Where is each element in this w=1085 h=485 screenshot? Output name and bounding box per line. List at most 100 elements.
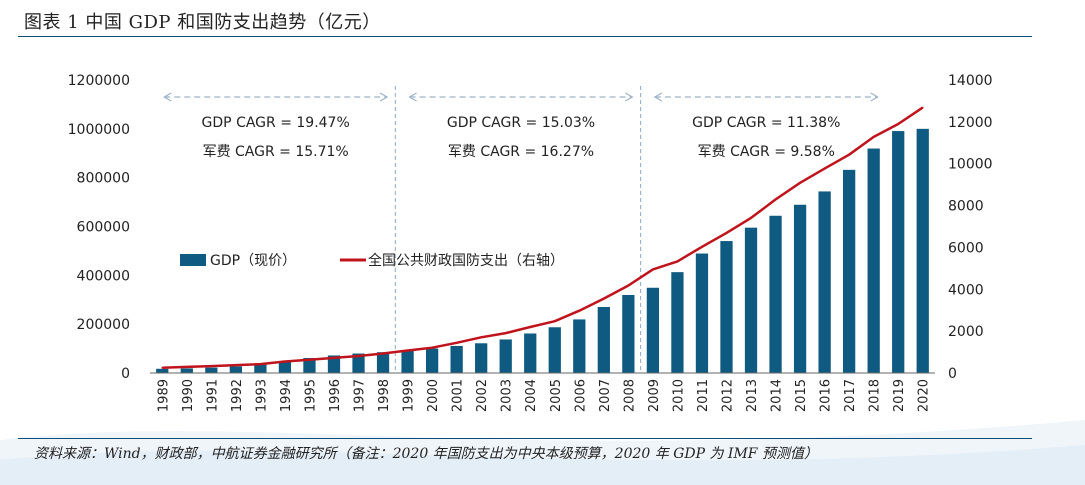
- defense-spending-line: [162, 106, 924, 369]
- annotation-mil-cagr-2: 军费 CAGR = 9.58%: [698, 144, 835, 160]
- x-tick-2008: 2008: [622, 379, 637, 412]
- x-tick-2003: 2003: [500, 379, 515, 412]
- y-left-tick-600000: 600000: [77, 220, 130, 236]
- x-tick-1989: 1989: [156, 379, 171, 412]
- gdp-bar-2012: [720, 241, 733, 373]
- defense-point-2015: [799, 182, 801, 184]
- x-tick-2009: 2009: [647, 379, 662, 412]
- x-tick-2004: 2004: [524, 379, 539, 412]
- gdp-bar-2007: [597, 307, 610, 373]
- gdp-bar-1996: [327, 355, 341, 373]
- defense-point-2013: [750, 217, 752, 219]
- gdp-bar-2006: [573, 319, 586, 373]
- defense-point-2016: [823, 167, 826, 170]
- annotation-arrowhead-right-0: [379, 92, 389, 102]
- legend: GDP（现价） 全国公共财政国防支出（右轴）: [180, 252, 564, 269]
- y-left-tick-1000000: 1000000: [68, 122, 130, 138]
- page-title: 图表 1 中国 GDP 和国防支出趋势（亿元）: [24, 12, 381, 33]
- source-divider: [18, 438, 1032, 439]
- x-tick-2019: 2019: [892, 379, 907, 412]
- x-tick-1990: 1990: [181, 379, 196, 412]
- gdp-bar-1989: [156, 368, 169, 373]
- x-tick-1998: 1998: [377, 379, 392, 412]
- annotation-arrowhead-right-1: [625, 92, 634, 102]
- x-tick-2007: 2007: [598, 379, 613, 412]
- y-left-tick-0: 0: [121, 366, 130, 382]
- source-note: 资料来源：Wind，财政部，中航证券金融研究所（备注：2020 年国防支出为中央…: [34, 446, 818, 462]
- gdp-bar-2018: [867, 148, 880, 373]
- y-left-tick-1200000: 1200000: [68, 73, 130, 89]
- defense-point-1997: [357, 355, 360, 357]
- gdp-bar-1994: [278, 361, 292, 373]
- annotation-arrowhead-left-1: [408, 92, 417, 102]
- x-tick-1994: 1994: [279, 379, 294, 412]
- gdp-bar-2004: [524, 333, 537, 373]
- defense-point-2014: [774, 198, 777, 201]
- x-tick-2013: 2013: [745, 379, 760, 412]
- defense-point-2001: [455, 342, 458, 344]
- title-divider: [18, 36, 1032, 37]
- y-right-tick-10000: 10000: [948, 157, 993, 173]
- gdp-bar-2009: [646, 287, 660, 373]
- defense-point-1989: [161, 366, 164, 369]
- defense-point-2017: [848, 153, 850, 156]
- defense-point-2005: [553, 320, 556, 323]
- y-left-tick-800000: 800000: [77, 171, 130, 187]
- gdp-bar-2010: [671, 272, 684, 373]
- gdp-bar-2014: [769, 215, 782, 373]
- x-tick-2010: 2010: [671, 379, 686, 412]
- x-tick-2012: 2012: [720, 379, 735, 412]
- y-right-tick-6000: 6000: [948, 240, 984, 256]
- x-tick-1999: 1999: [402, 379, 417, 412]
- y-right-tick-2000: 2000: [948, 324, 984, 340]
- y-right-tick-12000: 12000: [948, 115, 993, 131]
- gdp-bar-2001: [450, 345, 463, 373]
- y-left-tick-200000: 200000: [77, 317, 130, 333]
- annotation-arrowhead-left-0: [163, 92, 172, 102]
- defense-point-2018: [872, 136, 875, 138]
- x-tick-2000: 2000: [426, 379, 441, 412]
- x-tick-1992: 1992: [230, 379, 245, 412]
- cagr-annotations: GDP CAGR = 19.47% 军费 CAGR = 15.71% GDP CAG…: [163, 86, 879, 372]
- axes: 0 200000 400000 600000 800000 1000000 1200000 0…: [68, 73, 993, 412]
- defense-point-1999: [406, 349, 409, 352]
- x-tick-2001: 2001: [451, 379, 466, 412]
- annotation-arrowhead-right-2: [870, 92, 879, 102]
- defense-point-2012: [725, 232, 728, 234]
- defense-point-2006: [578, 309, 581, 312]
- legend-label-defense: 全国公共财政国防支出（右轴）: [368, 252, 564, 269]
- y-right-tick-14000: 14000: [948, 73, 993, 89]
- annotation-mil-cagr-1: 军费 CAGR = 16.27%: [448, 144, 594, 160]
- legend-label-gdp: GDP（现价）: [210, 253, 296, 269]
- gdp-bar-1990: [180, 368, 193, 373]
- x-tick-1993: 1993: [254, 379, 269, 412]
- defense-point-1991: [210, 365, 213, 367]
- annotation-arrowhead-left-2: [653, 92, 663, 102]
- x-tick-1997: 1997: [353, 379, 368, 412]
- defense-point-2004: [529, 326, 532, 328]
- legend-swatch-gdp: [180, 254, 206, 266]
- defense-point-1995: [308, 358, 311, 361]
- gdp-bar-2002: [475, 343, 488, 373]
- x-tick-2020: 2020: [917, 379, 932, 412]
- defense-point-2007: [603, 297, 605, 300]
- gdp-bar-1992: [229, 366, 242, 373]
- x-tick-1991: 1991: [205, 379, 220, 412]
- gdp-bar-1991: [205, 367, 218, 373]
- y-right-tick-0: 0: [948, 366, 957, 382]
- gdp-bar-2011: [695, 253, 709, 373]
- x-tick-2016: 2016: [819, 379, 834, 412]
- gdp-bar-2015: [793, 204, 807, 373]
- x-tick-2015: 2015: [794, 379, 809, 412]
- gdp-bar-2016: [818, 191, 831, 373]
- y-left-tick-400000: 400000: [77, 268, 130, 284]
- gdp-bar-2017: [843, 169, 856, 373]
- annotation-gdp-cagr-0: GDP CAGR = 19.47%: [202, 115, 350, 131]
- gdp-bar-2020: [916, 128, 929, 373]
- gdp-bar-1995: [303, 358, 316, 373]
- x-tick-1996: 1996: [328, 379, 343, 412]
- gdp-bar-1999: [401, 350, 414, 373]
- y-right-tick-8000: 8000: [948, 199, 984, 215]
- gdp-bars: [156, 128, 929, 373]
- defense-point-2002: [480, 336, 482, 339]
